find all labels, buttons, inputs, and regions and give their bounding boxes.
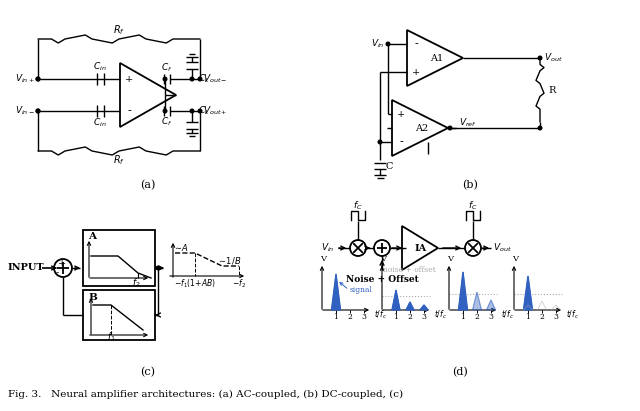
Circle shape (36, 77, 40, 81)
Polygon shape (486, 300, 495, 310)
Text: $C_{in}$: $C_{in}$ (93, 117, 107, 129)
Text: -: - (127, 106, 131, 116)
Text: V: V (320, 255, 326, 263)
Text: $V_{ref}$: $V_{ref}$ (459, 117, 477, 129)
Polygon shape (332, 274, 340, 310)
Text: $V_{in}$: $V_{in}$ (321, 242, 335, 254)
Text: $R_f$: $R_f$ (113, 153, 125, 167)
Text: noise + offset: noise + offset (383, 266, 435, 274)
Polygon shape (472, 292, 481, 310)
Circle shape (36, 77, 40, 81)
Text: $V_{in-}$: $V_{in-}$ (15, 105, 35, 117)
Circle shape (156, 266, 160, 270)
Text: $\sim\!1/B$: $\sim\!1/B$ (217, 254, 241, 266)
Circle shape (198, 77, 202, 81)
Text: 3: 3 (422, 313, 426, 321)
Text: 1: 1 (333, 313, 339, 321)
Text: $C_{in}$: $C_{in}$ (93, 61, 107, 73)
Circle shape (386, 42, 390, 46)
Text: +: + (412, 67, 420, 76)
Text: C: C (385, 162, 392, 171)
Text: $t/f_c$: $t/f_c$ (434, 309, 447, 321)
Circle shape (190, 109, 194, 113)
Bar (83, 230, 155, 286)
Circle shape (36, 109, 40, 113)
Polygon shape (458, 272, 467, 310)
Text: V: V (447, 255, 453, 263)
Bar (83, 290, 155, 340)
Text: $V_{out-}$: $V_{out-}$ (203, 73, 227, 85)
Text: V: V (380, 255, 386, 263)
Text: (a): (a) (140, 180, 156, 190)
Text: 2: 2 (348, 313, 353, 321)
Circle shape (198, 109, 202, 113)
Text: $f_2$: $f_2$ (132, 277, 140, 289)
Text: 3: 3 (488, 313, 493, 321)
Text: A2: A2 (415, 123, 429, 132)
Polygon shape (524, 276, 532, 310)
Text: 1: 1 (461, 313, 465, 321)
Text: IA: IA (415, 243, 427, 252)
Text: $-f_1(1\!+\!AB)$: $-f_1(1\!+\!AB)$ (174, 278, 216, 290)
Text: 2: 2 (540, 313, 545, 321)
Text: (c): (c) (141, 367, 156, 377)
Text: $C_L$: $C_L$ (198, 105, 210, 117)
Text: Fig. 3.   Neural amplifier architectures: (a) AC-coupled, (b) DC-coupled, (c): Fig. 3. Neural amplifier architectures: … (8, 390, 403, 399)
Text: $t/f_c$: $t/f_c$ (374, 309, 387, 321)
Polygon shape (420, 305, 428, 310)
Circle shape (378, 140, 382, 144)
Circle shape (448, 126, 452, 130)
Text: R: R (548, 85, 556, 95)
Text: A: A (88, 231, 96, 240)
Text: B: B (88, 293, 97, 302)
Text: $f_1$: $f_1$ (107, 331, 115, 343)
Text: 1: 1 (394, 313, 399, 321)
Polygon shape (392, 290, 400, 310)
Text: $t/f_c$: $t/f_c$ (566, 309, 579, 321)
Text: -: - (399, 137, 403, 147)
Text: $V_{out}$: $V_{out}$ (493, 242, 512, 254)
Text: -: - (56, 268, 59, 277)
Text: -: - (414, 39, 418, 49)
Circle shape (163, 77, 167, 81)
Text: $R_f$: $R_f$ (113, 23, 125, 37)
Text: $\sim\!A$: $\sim\!A$ (173, 242, 189, 252)
Text: $V_{in+}$: $V_{in+}$ (15, 73, 35, 85)
Text: $V_{out}$: $V_{out}$ (544, 52, 563, 64)
Text: $C_L$: $C_L$ (198, 73, 210, 85)
Circle shape (538, 126, 542, 130)
Text: V: V (512, 255, 518, 263)
Text: 1: 1 (525, 313, 531, 321)
Text: Noise + Offset: Noise + Offset (346, 275, 419, 284)
Text: 3: 3 (554, 313, 559, 321)
Text: $f_C$: $f_C$ (468, 200, 478, 212)
Circle shape (36, 109, 40, 113)
Text: $C_f$: $C_f$ (161, 116, 173, 128)
Text: (b): (b) (462, 180, 478, 190)
Text: $V_{in}$: $V_{in}$ (371, 38, 385, 50)
Text: 3: 3 (362, 313, 367, 321)
Circle shape (190, 77, 194, 81)
Text: +: + (58, 259, 66, 268)
Text: +: + (397, 109, 405, 118)
Text: $t/f_c$: $t/f_c$ (501, 309, 514, 321)
Text: (d): (d) (452, 367, 468, 377)
Text: $f_C$: $f_C$ (353, 200, 363, 212)
Text: 2: 2 (475, 313, 479, 321)
Text: A1: A1 (430, 53, 444, 62)
Circle shape (538, 56, 542, 60)
Text: $V_{out+}$: $V_{out+}$ (203, 105, 227, 117)
Text: 2: 2 (408, 313, 412, 321)
Text: INPUT: INPUT (8, 263, 45, 272)
Circle shape (163, 109, 167, 113)
Text: $C_f$: $C_f$ (161, 62, 173, 74)
Polygon shape (406, 302, 414, 310)
Text: +: + (125, 74, 133, 83)
Text: signal: signal (350, 286, 373, 294)
Text: $-f_2$: $-f_2$ (232, 278, 246, 290)
